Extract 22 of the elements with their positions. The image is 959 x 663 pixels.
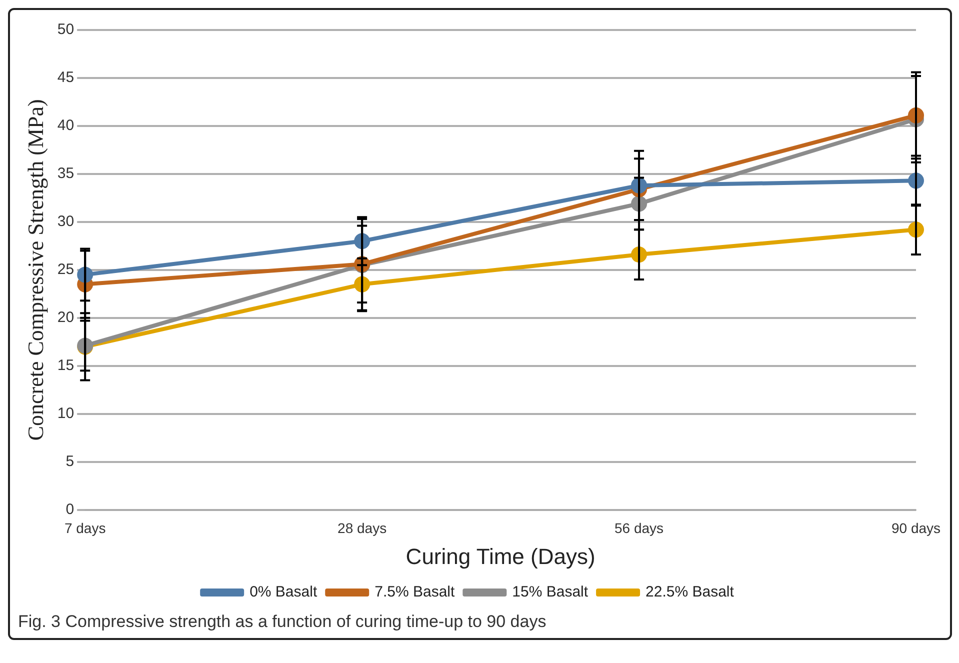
legend-label: 22.5% Basalt: [646, 584, 735, 601]
y-tick-label: 0: [66, 500, 74, 518]
x-tick-label: 56 days: [614, 520, 664, 536]
y-tick-label: 25: [57, 261, 74, 278]
y-axis-title: Concrete Compressive Strength (MPa): [22, 99, 48, 441]
y-tick-label: 30: [57, 213, 74, 230]
legend-label: 15% Basalt: [512, 584, 589, 601]
legend-label: 7.5% Basalt: [374, 584, 456, 601]
y-tick-label: 40: [57, 117, 74, 134]
y-tick-label: 50: [57, 21, 74, 38]
x-tick-label: 7 days: [64, 520, 106, 536]
y-tick-label: 10: [57, 404, 74, 422]
x-tick-label: 28 days: [338, 520, 387, 536]
caption: Fig. 3 Compressive strength as a function of curing time-up to 90 days: [17, 611, 548, 633]
y-tick-label: 5: [66, 452, 74, 470]
y-tick-label: 15: [57, 357, 74, 374]
y-tick-label: 20: [57, 309, 74, 326]
legend-label: 0% Basalt: [250, 584, 318, 601]
x-tick-label: 90 days: [891, 520, 941, 536]
x-axis-title: Curing Time (Days): [406, 544, 596, 569]
y-tick-label: 35: [57, 165, 74, 182]
y-tick-label: 45: [57, 69, 74, 86]
